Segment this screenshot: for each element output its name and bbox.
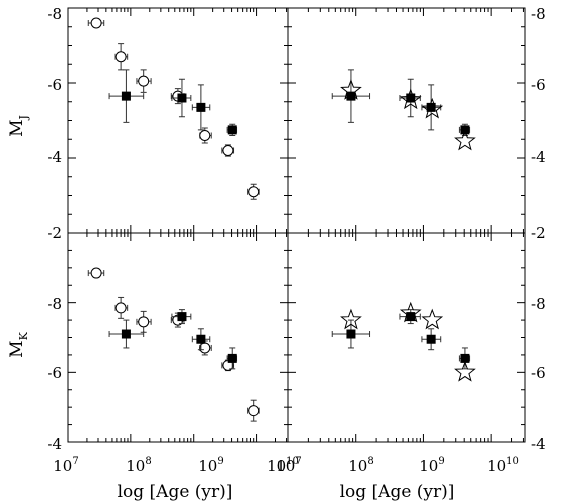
y-tick-label-right-bottom-3: -4 <box>531 435 546 453</box>
x-tick-label-right-4: 1010 <box>487 456 519 475</box>
data-point-star <box>454 360 476 382</box>
x-tick-label-right-1: 107 <box>276 456 301 475</box>
y-tick-label-right-top-4: -2 <box>531 224 546 242</box>
panels <box>67 7 526 443</box>
data-point-circle <box>90 17 102 29</box>
x-axis-title-left: log [Age (yr)] <box>118 482 233 502</box>
panel-bottom-left <box>67 232 289 443</box>
y-tick-label-right-top-3: -4 <box>531 148 546 166</box>
data-point-star <box>399 301 422 323</box>
data-point-star <box>454 129 476 151</box>
data-point-circle <box>199 130 211 141</box>
data-point-circle <box>248 186 260 198</box>
data-point-square <box>177 93 187 103</box>
y-tick-label-right-bottom-1: -8 <box>531 295 546 313</box>
axis-labels: 107 108 109 1010 107 108 109 1010 log [A… <box>7 5 546 502</box>
data-point-circle <box>138 75 150 87</box>
y-axis-title-top: MJ <box>7 115 30 137</box>
data-point-star <box>399 88 422 110</box>
data-point-star <box>340 79 362 100</box>
data-point-square <box>460 353 470 363</box>
panel-top-left <box>67 7 289 234</box>
y-tick-label-left-bottom-2: -6 <box>47 364 62 382</box>
data-point-star <box>421 97 444 119</box>
y-tick-label-left-top-3: -4 <box>47 148 62 166</box>
data-point-star <box>340 308 362 330</box>
data-point-square <box>121 329 131 339</box>
y-tick-label-left-top-4: -2 <box>47 224 62 242</box>
data-point-square <box>406 93 416 103</box>
y-tick-label-left-bottom-3: -4 <box>47 435 62 453</box>
data-point-square <box>426 334 436 344</box>
data-point-circle <box>115 51 127 63</box>
x-tick-label-right-2: 108 <box>348 456 373 475</box>
x-tick-label-left-1: 107 <box>53 456 78 475</box>
y-axis-title-bottom: MK <box>7 331 30 357</box>
data-point-star <box>421 308 444 330</box>
x-axis-title-right: log [Age (yr)] <box>340 482 455 502</box>
data-point-square <box>346 329 356 339</box>
y-tick-label-left-top-2: -6 <box>47 76 62 94</box>
data-point-square <box>121 91 131 101</box>
plot-frame <box>287 232 526 443</box>
data-point-square <box>346 91 356 101</box>
y-tick-label-left-bottom-1: -8 <box>47 295 62 313</box>
data-point-circle <box>222 145 234 156</box>
x-tick-label-left-2: 108 <box>126 456 151 475</box>
panel-top-right <box>287 7 526 234</box>
data-point-circle <box>248 405 260 417</box>
data-point-square <box>227 353 237 363</box>
plot-frame <box>287 7 526 234</box>
panel-bottom-right <box>287 232 526 443</box>
data-point-square <box>177 312 187 322</box>
y-tick-label-right-bottom-2: -6 <box>531 364 546 382</box>
data-point-square <box>227 125 237 135</box>
data-point-square <box>426 102 436 112</box>
x-tick-label-left-3: 109 <box>198 456 223 475</box>
y-tick-label-left-top-1: -8 <box>47 5 62 23</box>
data-point-square <box>196 102 206 112</box>
y-tick-label-right-top-1: -8 <box>531 5 546 23</box>
data-point-circle <box>115 302 127 314</box>
y-tick-label-right-top-2: -6 <box>531 76 546 94</box>
data-point-circle <box>90 267 102 279</box>
x-tick-label-right-3: 109 <box>419 456 444 475</box>
data-point-square <box>406 312 416 322</box>
data-point-circle <box>138 316 150 328</box>
data-point-square <box>196 334 206 344</box>
x-tick-label-left-4: 1010 <box>267 456 299 475</box>
